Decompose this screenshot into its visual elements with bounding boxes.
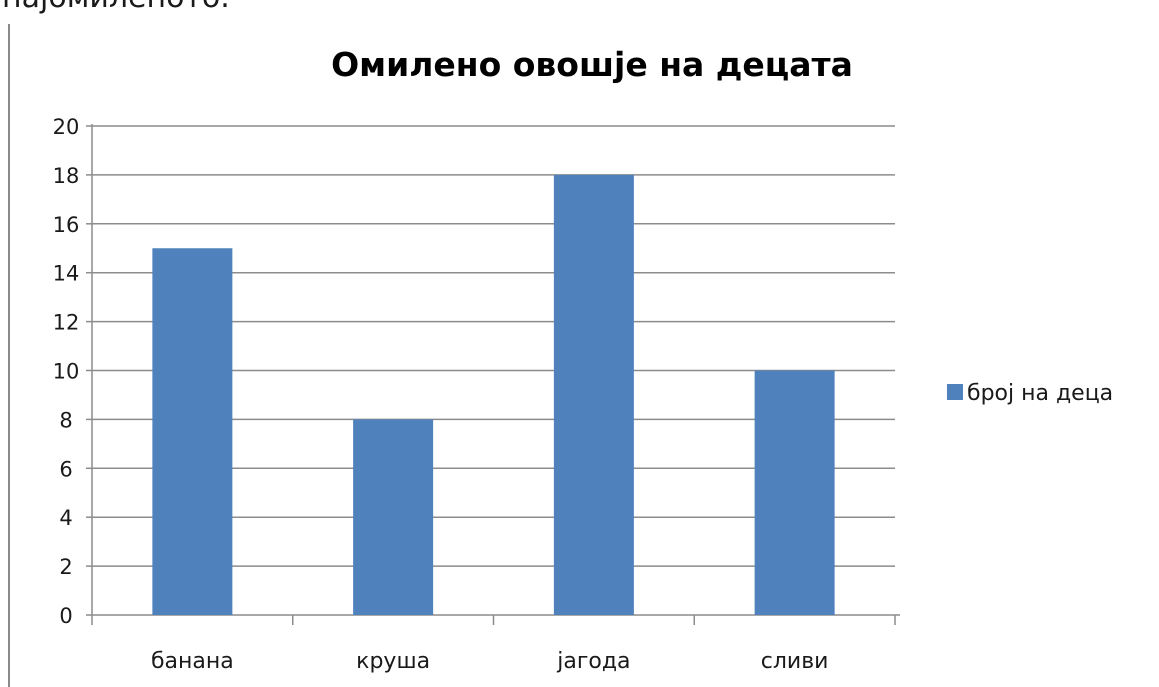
bar-1 <box>152 248 233 615</box>
bar-3 <box>553 174 634 615</box>
y-tick-label: 18 <box>53 164 80 188</box>
page-left-border <box>8 24 10 687</box>
bars <box>152 174 835 615</box>
x-category-label: банана <box>151 649 234 674</box>
x-category-label: јагода <box>556 649 630 674</box>
y-axis-tick-labels: 0 2 4 6 8 10 12 14 16 18 20 <box>53 115 80 628</box>
y-tick-label: 2 <box>59 555 72 579</box>
legend-swatch <box>947 384 963 400</box>
legend: број на деца <box>947 381 1113 406</box>
x-axis-category-labels: банана круша јагода сливи <box>151 649 829 674</box>
y-tick-label: 0 <box>59 604 72 628</box>
y-tick-label: 20 <box>53 115 80 139</box>
y-tick-label: 4 <box>59 506 72 530</box>
x-category-label: круша <box>356 649 430 674</box>
intro-text-fragment: најомиленото. <box>2 0 230 18</box>
y-tick-label: 12 <box>53 311 80 335</box>
bar-4 <box>754 370 835 615</box>
legend-label: број на деца <box>967 381 1113 406</box>
bar-2 <box>353 419 434 615</box>
y-tick-label: 6 <box>59 457 72 481</box>
y-tick-label: 14 <box>53 262 80 286</box>
chart-title: Омилено овошје на децата <box>331 45 853 84</box>
y-tick-label: 16 <box>53 213 80 237</box>
x-category-label: сливи <box>761 649 829 674</box>
y-tick-label: 8 <box>59 408 72 432</box>
y-tick-label: 10 <box>53 360 80 384</box>
